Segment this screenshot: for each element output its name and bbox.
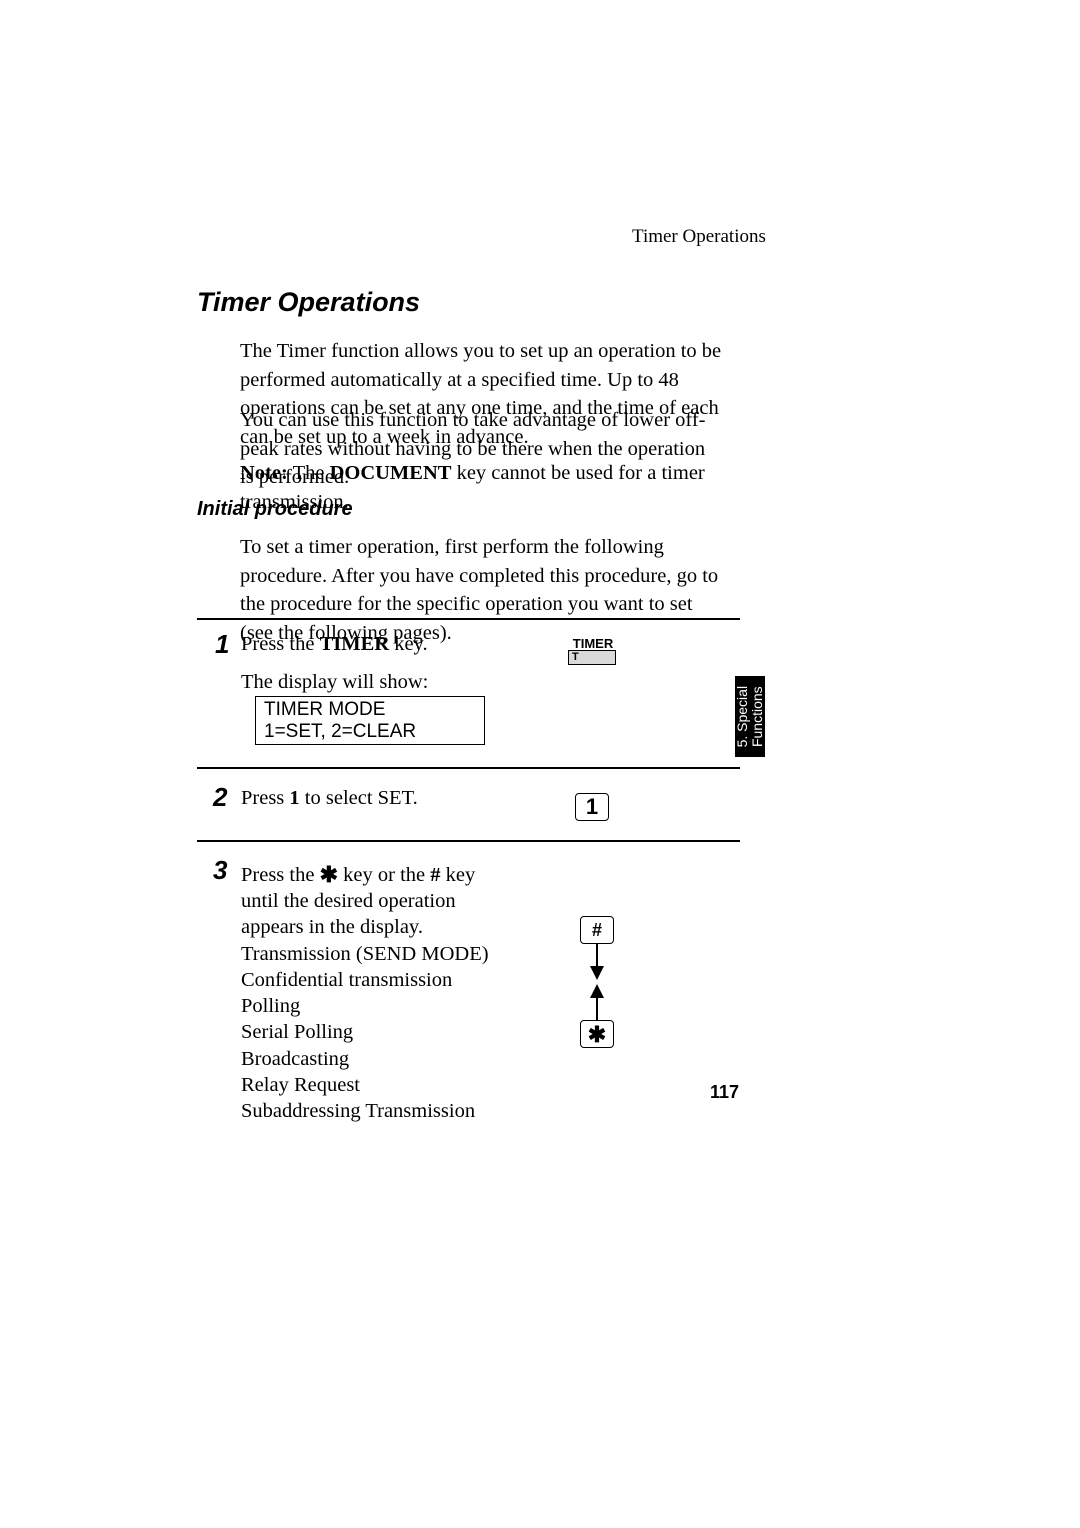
op-confidential: Confidential transmission — [241, 969, 452, 991]
op-transmission: Transmission (SEND MODE) — [241, 943, 489, 965]
op-subaddressing: Subaddressing Transmission — [241, 1100, 475, 1122]
lcd-display: TIMER MODE 1=SET, 2=CLEAR — [255, 696, 485, 745]
step2-key-1: 1 — [289, 787, 299, 809]
step1-pre: Press the — [241, 633, 320, 655]
step-number-3: 3 — [213, 855, 227, 886]
step2-text: Press 1 to select SET. — [241, 787, 418, 810]
op-serial-polling: Serial Polling — [241, 1021, 353, 1043]
step1-text-line2: The display will show: — [241, 671, 428, 694]
star-key-inline-icon: ✱ — [320, 862, 338, 887]
display-line-2: 1=SET, 2=CLEAR — [264, 721, 476, 743]
running-header: Timer Operations — [632, 226, 766, 248]
hash-key-inline: # — [430, 864, 440, 886]
op-relay: Relay Request — [241, 1074, 360, 1096]
op-polling: Polling — [241, 995, 300, 1017]
keypad-key-star-icon: ✱ — [580, 1020, 614, 1048]
step-number-1: 1 — [215, 629, 229, 660]
display-line-1: TIMER MODE — [264, 699, 476, 721]
timer-key-graphic: TIMER T — [568, 636, 618, 665]
note-label: Note: — [240, 462, 288, 484]
note-document-key: DOCUMENT — [330, 462, 452, 484]
step2-pre: Press — [241, 787, 289, 809]
divider — [197, 618, 740, 620]
chapter-tab-line2: Functions — [749, 686, 765, 747]
step2-post: to select SET. — [300, 787, 418, 809]
procedure-intro: To set a timer operation, first perform … — [240, 533, 730, 648]
timer-key-icon: T — [568, 650, 616, 665]
arrow-up-icon — [589, 984, 605, 1020]
subheading-initial-procedure: Initial procedure — [197, 498, 353, 521]
star-glyph-icon: ✱ — [588, 1022, 606, 1048]
step1-text-line1: Press the TIMER key. — [241, 633, 428, 656]
step3-b: key or the — [338, 864, 430, 886]
step1-post: key. — [389, 633, 428, 655]
step3-a: Press the — [241, 864, 320, 886]
step-number-2: 2 — [213, 782, 227, 813]
page-title: Timer Operations — [197, 287, 420, 318]
page-number: 117 — [710, 1082, 739, 1103]
divider — [197, 767, 740, 769]
divider — [197, 840, 740, 842]
chapter-tab-label: 5. Special Functions — [735, 686, 764, 747]
arrow-down-icon — [589, 944, 605, 980]
note-text-1: The — [288, 462, 330, 484]
page: Timer Operations Timer Operations The Ti… — [0, 0, 1080, 1528]
timer-key-label: TIMER — [568, 636, 618, 651]
step1-timer-word: TIMER — [320, 633, 389, 655]
keypad-key-hash-icon: # — [580, 916, 614, 944]
chapter-tab: 5. Special Functions — [735, 676, 765, 757]
keypad-key-1-icon: 1 — [575, 793, 609, 821]
op-broadcasting: Broadcasting — [241, 1048, 349, 1070]
step3-text-block: Press the ✱ key or the # key until the d… — [241, 860, 511, 1124]
